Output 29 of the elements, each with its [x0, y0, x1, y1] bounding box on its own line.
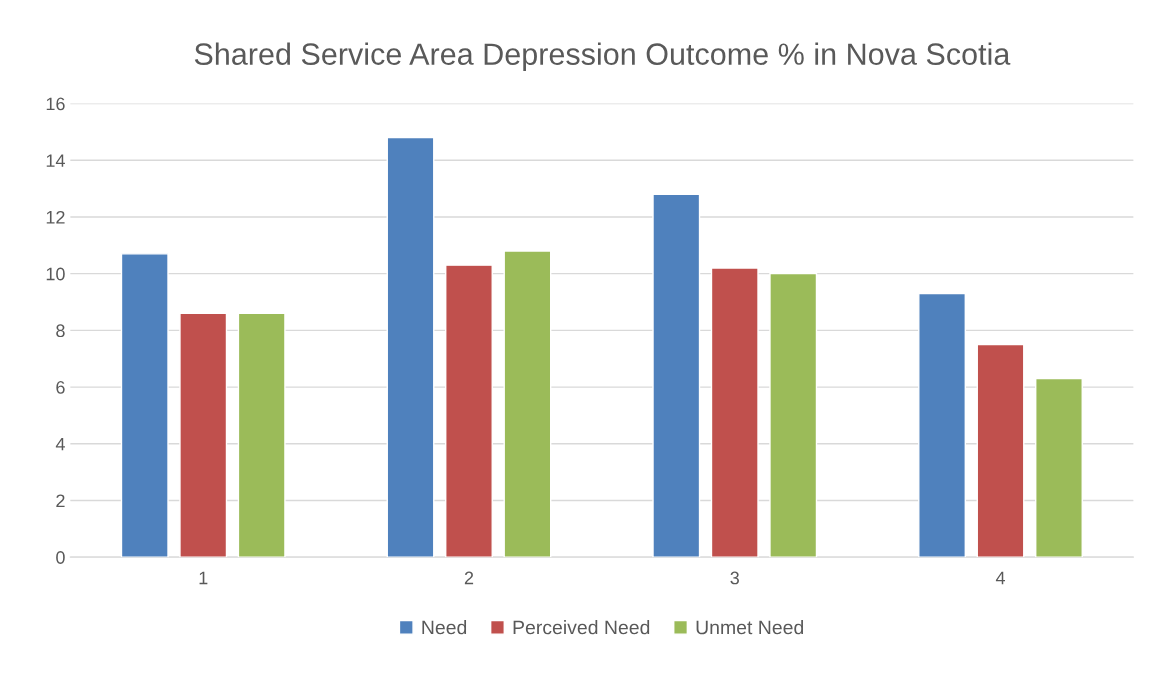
y-tick-label: 16	[46, 97, 65, 111]
bar	[237, 312, 286, 558]
y-tick-label: 14	[46, 154, 65, 167]
legend-label: Unmet Need	[696, 620, 804, 635]
legend-label: Perceived Need	[513, 620, 650, 635]
x-tick-label: 2	[464, 571, 474, 585]
bar	[503, 250, 552, 558]
bar	[652, 193, 701, 558]
bar	[710, 267, 759, 558]
bar	[120, 253, 169, 558]
bar	[1035, 377, 1083, 558]
chart-title: Shared Service Area Depression Outcome % in Nova Scotia	[194, 42, 1011, 72]
legend-label: Need	[422, 620, 467, 635]
x-tick-label: 3	[730, 571, 739, 585]
bar	[445, 264, 493, 558]
y-tick-label: 12	[46, 210, 65, 224]
bar	[918, 292, 966, 558]
x-tick-label: 4	[995, 571, 1006, 585]
bar	[976, 343, 1025, 558]
bar	[386, 136, 435, 558]
y-tick-label: 0	[56, 551, 65, 564]
bar	[179, 312, 228, 558]
x-tick-label: 1	[199, 571, 208, 585]
y-tick-label: 2	[56, 494, 65, 508]
y-tick-label: 6	[56, 381, 65, 394]
y-tick-label: 8	[56, 324, 65, 338]
y-tick-label: 4	[55, 437, 65, 451]
bar	[769, 272, 818, 558]
y-tick-label: 10	[46, 267, 65, 281]
